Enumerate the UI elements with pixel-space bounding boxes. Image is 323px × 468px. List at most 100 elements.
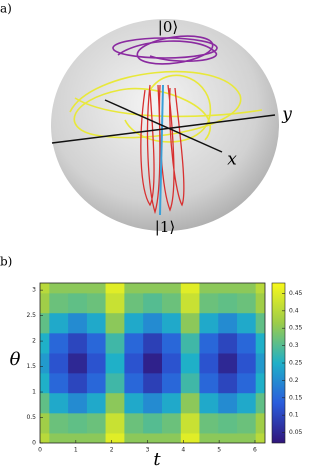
contour-cell	[180, 412, 200, 434]
contour-cell	[218, 312, 238, 334]
y-tick-label: 1.5	[26, 363, 36, 370]
contour-cell	[68, 312, 88, 334]
contour-cell	[199, 433, 219, 443]
contour-cell	[86, 353, 106, 374]
contour-cell	[161, 392, 182, 414]
contour-cell	[68, 292, 88, 314]
contour-cell	[49, 332, 69, 354]
contour-cell	[199, 332, 219, 354]
contour-cell	[199, 283, 219, 294]
axis-label: x	[227, 150, 237, 170]
contour-cell	[143, 332, 163, 354]
contour-cell	[68, 353, 88, 374]
contour-cell	[86, 292, 106, 314]
contour-cell	[255, 332, 265, 354]
contour-cell	[49, 312, 69, 334]
panel-label: a)	[0, 2, 12, 16]
contour-cell	[143, 372, 163, 394]
contour-cell	[237, 283, 257, 294]
plot-frame	[39, 282, 266, 444]
contour-cell	[180, 392, 200, 414]
contour-cell	[40, 353, 50, 374]
y-tick-label: 1	[32, 389, 36, 396]
y-tick-label: 0.5	[26, 414, 36, 421]
y-tick-label: 3	[32, 287, 36, 294]
colorbar-tick-label: 0.45	[289, 290, 303, 297]
contour-cell	[86, 283, 106, 294]
contour-cell	[105, 372, 125, 394]
contour-cell	[218, 433, 238, 443]
contour-field	[40, 283, 265, 443]
contour-cell	[86, 372, 106, 394]
contour-cell	[124, 412, 144, 434]
contour-cell	[124, 372, 144, 394]
contour-cell	[105, 392, 125, 414]
contour-cell	[105, 283, 125, 294]
trajectories	[69, 35, 263, 216]
contour-cell	[68, 412, 88, 434]
contour-cell	[124, 392, 144, 414]
bloch-sphere	[51, 19, 279, 231]
colorbar-tick-label: 0.35	[289, 325, 303, 332]
contour-cell	[68, 332, 88, 354]
panel-label: b)	[0, 255, 12, 269]
x-tick-label: 6	[253, 447, 257, 454]
y-axis-label: θ	[10, 349, 21, 370]
contour-cell	[124, 292, 144, 314]
contour-cell	[180, 312, 200, 334]
contour-cell	[180, 332, 200, 354]
colorbar-tick-label: 0.05	[289, 429, 303, 436]
contour-cell	[218, 353, 238, 374]
contour-cell	[86, 312, 106, 334]
contour-cell	[218, 372, 238, 394]
contour-cell	[40, 292, 50, 314]
contour-cell	[124, 312, 144, 334]
contour-cell	[143, 292, 163, 314]
contour-cell	[49, 353, 69, 374]
contour-cell	[255, 312, 265, 334]
state-label: |1⟩	[155, 218, 175, 236]
axis-label: y	[281, 105, 292, 125]
contour-cell	[161, 433, 182, 443]
contour-cell	[237, 332, 257, 354]
contour-cell	[161, 292, 182, 314]
state-label: |0⟩	[158, 18, 178, 36]
contour-cell	[180, 433, 200, 443]
contour-cell	[218, 283, 238, 294]
contour-cell	[199, 392, 219, 414]
contour-cell	[161, 332, 182, 354]
contour-cell	[105, 353, 125, 374]
x-axis-label: t	[153, 449, 161, 468]
colorbar-tick-label: 0.4	[289, 307, 299, 314]
contour-cell	[124, 332, 144, 354]
contour-cell	[237, 372, 257, 394]
contour-cell	[124, 283, 144, 294]
contour-cell	[86, 412, 106, 434]
x-tick-label: 1	[74, 447, 78, 454]
contour-cell	[199, 292, 219, 314]
contour-cell	[161, 283, 182, 294]
contour-cell	[255, 392, 265, 414]
contour-cell	[180, 372, 200, 394]
contour-cell	[237, 412, 257, 434]
contour-cell	[86, 332, 106, 354]
contour-cell	[255, 283, 265, 294]
contour-cell	[105, 433, 125, 443]
contour-cell	[218, 412, 238, 434]
contour-cell	[199, 312, 219, 334]
contour-cell	[105, 412, 125, 434]
contour-cell	[68, 283, 88, 294]
colorbar-tick-label: 0.2	[289, 377, 299, 384]
contour-cell	[143, 392, 163, 414]
contour-cell	[199, 412, 219, 434]
x-tick-label: 2	[110, 447, 114, 454]
colorbar-tick-label: 0.25	[289, 360, 303, 367]
contour-cell	[255, 292, 265, 314]
contour-cell	[49, 392, 69, 414]
contour-cell	[237, 292, 257, 314]
contour-cell	[40, 372, 50, 394]
x-tick-label: 3	[146, 447, 150, 454]
x-tick-label: 4	[181, 447, 185, 454]
contour-cell	[237, 392, 257, 414]
contour-cell	[218, 392, 238, 414]
